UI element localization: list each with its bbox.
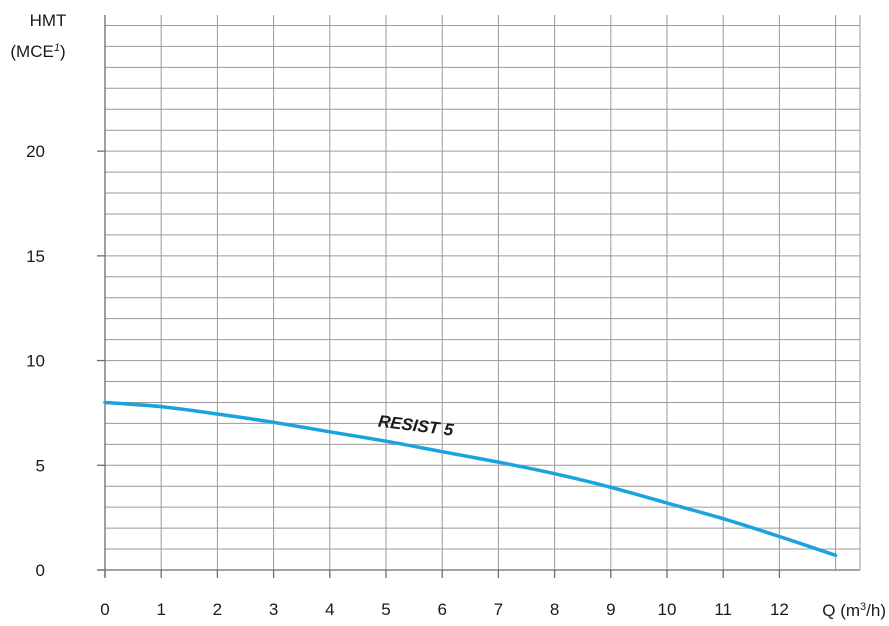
grid (105, 15, 861, 570)
y-axis-title-line2: (MCE1) (10, 42, 65, 61)
y-axis-title-sup: 1 (54, 42, 60, 54)
x-axis-title-end: /h) (866, 601, 886, 620)
x-axis-title-sup: 3 (860, 601, 866, 613)
y-ticks: 0 5 10 15 20 (26, 142, 105, 580)
x-tick-label: 3 (269, 600, 278, 619)
x-tick-label: 8 (550, 600, 559, 619)
x-axis-title-main: Q (m (822, 601, 860, 620)
axes (97, 15, 860, 578)
y-tick-label: 10 (26, 352, 45, 371)
x-tick-label: 7 (494, 600, 503, 619)
series-label-resist-5: RESIST 5 (377, 412, 455, 440)
x-tick-label: 12 (770, 600, 789, 619)
x-ticks: 0 1 2 3 4 5 6 7 8 9 10 11 12 (100, 570, 789, 619)
x-tick-label: 11 (714, 600, 732, 619)
y-axis-title-line1: HMT (30, 11, 67, 30)
x-tick-label: 5 (381, 600, 390, 619)
series-layer: RESIST 5 (103, 400, 838, 558)
x-tick-label: 0 (100, 600, 109, 619)
y-tick-label: 20 (26, 142, 45, 161)
x-axis-title: Q (m3/h) (822, 601, 886, 620)
x-tick-label: 1 (156, 600, 165, 619)
y-tick-label: 0 (36, 561, 45, 580)
x-tick-label: 4 (325, 600, 334, 619)
x-tick-label: 2 (213, 600, 222, 619)
y-axis-title-main: (MCE (10, 42, 53, 61)
x-tick-label: 6 (437, 600, 446, 619)
x-tick-label: 10 (658, 600, 677, 619)
x-tick-label: 9 (606, 600, 615, 619)
y-tick-label: 15 (26, 247, 45, 266)
series-line-resist-5 (103, 400, 838, 558)
y-tick-label: 5 (36, 456, 45, 475)
y-axis-title-end: ) (60, 42, 66, 61)
